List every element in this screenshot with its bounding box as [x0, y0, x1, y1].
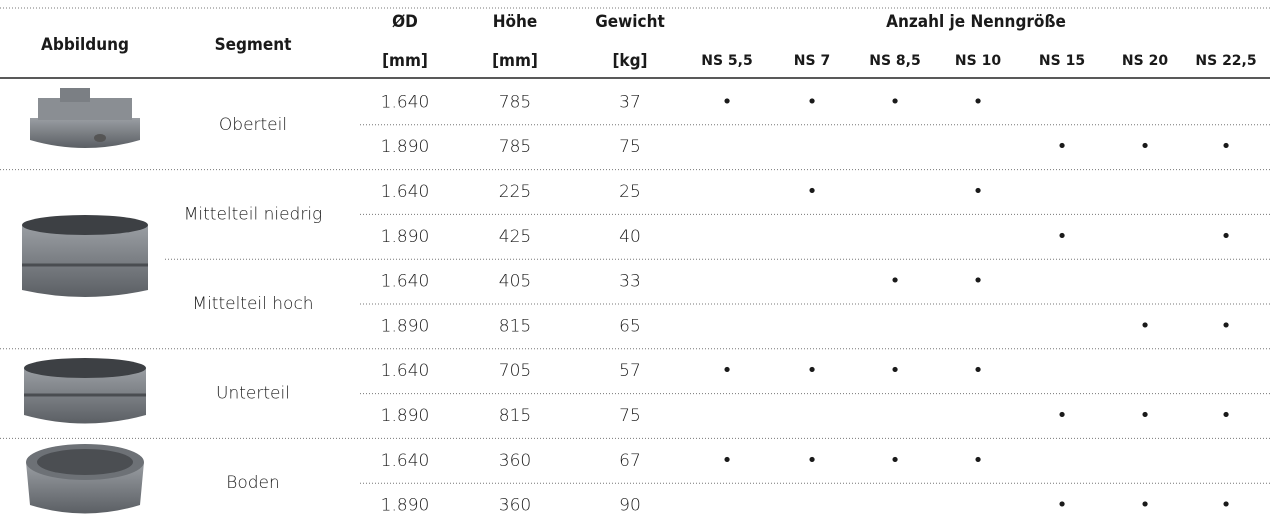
- header-unit: [mm]: [382, 51, 428, 71]
- cell: 225: [499, 182, 531, 202]
- cell: 90: [619, 496, 641, 516]
- size-dot: •: [1057, 495, 1068, 516]
- size-dot: •: [890, 360, 901, 381]
- image-unterteil: [24, 358, 146, 424]
- cell: 1.640: [381, 361, 430, 381]
- header: ØD: [392, 12, 418, 32]
- header: Höhe: [493, 12, 538, 32]
- cell: 815: [499, 316, 531, 336]
- cell: 1.890: [381, 496, 430, 516]
- cell: 360: [499, 496, 531, 516]
- cell: 67: [619, 451, 641, 471]
- size-dot: •: [973, 91, 984, 112]
- cell: 785: [499, 137, 531, 157]
- size-header: NS 22,5: [1195, 53, 1256, 69]
- size-dot: •: [890, 91, 901, 112]
- cell: 785: [499, 92, 531, 112]
- size-header: NS 7: [794, 53, 830, 69]
- size-dot: •: [1140, 315, 1151, 336]
- cell: 1.640: [381, 272, 430, 292]
- cell: 405: [499, 272, 531, 292]
- size-dot: •: [890, 271, 901, 292]
- header-group: Anzahl je Nenngröße: [886, 12, 1066, 32]
- size-dot: •: [973, 450, 984, 471]
- cell: 360: [499, 451, 531, 471]
- size-header: NS 10: [955, 53, 1001, 69]
- size-dot: •: [1057, 226, 1068, 247]
- cell: 37: [619, 92, 641, 112]
- size-dot: •: [1140, 405, 1151, 426]
- size-dot: •: [722, 450, 733, 471]
- cell: 75: [619, 137, 641, 157]
- size-header: NS 15: [1039, 53, 1085, 69]
- size-dot: •: [722, 360, 733, 381]
- header: Abbildung: [41, 35, 129, 55]
- segment-name: Mittelteil niedrig: [184, 204, 323, 224]
- segment-name: Mittelteil hoch: [192, 294, 313, 314]
- size-dot: •: [1221, 495, 1232, 516]
- cell: 65: [619, 316, 641, 336]
- cell: 57: [619, 361, 641, 381]
- cell: 25: [619, 182, 641, 202]
- cell: 40: [619, 227, 641, 247]
- size-dot: •: [1140, 136, 1151, 157]
- product-table: Abbildung Segment ØD [mm] Höhe [mm] Gewicht [kg…: [0, 0, 1270, 529]
- size-dot: •: [1057, 136, 1068, 157]
- size-dot: •: [1140, 495, 1151, 516]
- header: Segment: [215, 35, 292, 55]
- cell: 1.890: [381, 137, 430, 157]
- cell: 1.890: [381, 406, 430, 426]
- cell: 425: [499, 227, 531, 247]
- header: Gewicht: [595, 12, 665, 32]
- size-dot: •: [973, 360, 984, 381]
- size-dot: •: [890, 450, 901, 471]
- image-oberteil: [30, 88, 140, 148]
- cell: 1.890: [381, 227, 430, 247]
- size-dot: •: [1057, 405, 1068, 426]
- cell: 33: [619, 272, 641, 292]
- size-dot: •: [973, 271, 984, 292]
- cell: 1.890: [381, 316, 430, 336]
- size-dot: •: [973, 181, 984, 202]
- size-dot: •: [1221, 315, 1232, 336]
- size-dot: •: [1221, 405, 1232, 426]
- cell: 1.640: [381, 451, 430, 471]
- header-unit: [mm]: [492, 51, 538, 71]
- image-mittelteil: [22, 215, 148, 297]
- size-dot: •: [807, 360, 818, 381]
- size-header: NS 5,5: [701, 53, 752, 69]
- size-dot: •: [807, 181, 818, 202]
- segment-name: Boden: [226, 473, 280, 493]
- cell: 815: [499, 406, 531, 426]
- image-boden: [26, 444, 144, 514]
- size-dot: •: [1221, 226, 1232, 247]
- size-dot: •: [807, 91, 818, 112]
- size-header: NS 20: [1122, 53, 1168, 69]
- cell: 75: [619, 406, 641, 426]
- header-unit: [kg]: [612, 51, 647, 71]
- size-dot: •: [722, 91, 733, 112]
- segment-name: Oberteil: [219, 115, 287, 135]
- cell: 1.640: [381, 92, 430, 112]
- cell: 1.640: [381, 182, 430, 202]
- size-dot: •: [807, 450, 818, 471]
- segment-name: Unterteil: [216, 384, 290, 404]
- size-header: NS 8,5: [869, 53, 920, 69]
- size-dot: •: [1221, 136, 1232, 157]
- cell: 705: [499, 361, 531, 381]
